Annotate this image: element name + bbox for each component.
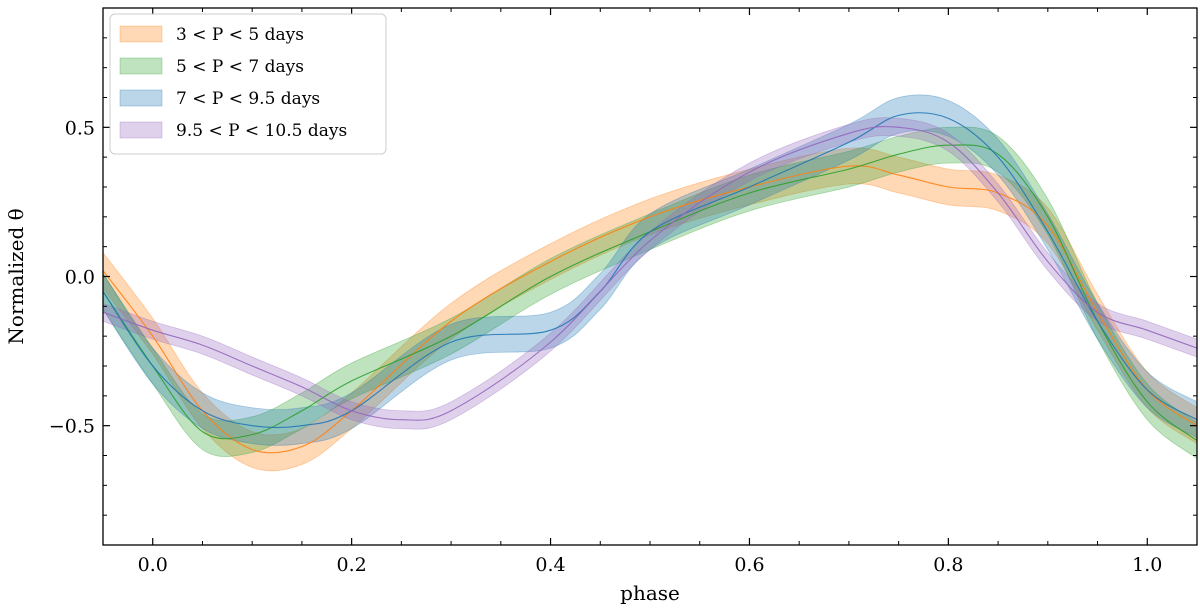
confidence-bands xyxy=(103,94,1197,472)
line-series-3 xyxy=(103,112,1197,429)
x-tick-label: 0.8 xyxy=(933,554,963,576)
band-series-2 xyxy=(103,126,1197,459)
y-tick-label: 0.0 xyxy=(65,267,95,289)
legend-swatch xyxy=(119,121,163,139)
x-axis-label: phase xyxy=(620,581,680,605)
x-tick-label: 0.2 xyxy=(337,554,367,576)
line-series-2 xyxy=(103,144,1197,442)
legend-swatch xyxy=(119,25,163,43)
series-lines xyxy=(103,112,1197,454)
band-series-4 xyxy=(103,117,1197,430)
legend-swatch xyxy=(119,57,163,75)
x-axis-ticks: 0.0 0.2 0.4 0.6 0.8 1.0 xyxy=(102,8,1198,576)
y-tick-label: −0.5 xyxy=(49,416,95,438)
band-series-3 xyxy=(103,94,1197,446)
legend-entry-label: 7 < P < 9.5 days xyxy=(176,89,320,109)
legend-swatch xyxy=(119,89,163,107)
x-tick-label: 1.0 xyxy=(1132,554,1162,576)
legend: 3 < P < 5 days 5 < P < 7 days 7 < P < 9.5 … xyxy=(109,13,387,155)
y-axis-label: Normalized θ xyxy=(4,208,28,344)
legend-entry-label: 9.5 < P < 10.5 days xyxy=(176,121,347,141)
y-axis-ticks: −0.5 0.0 0.5 xyxy=(49,37,1197,516)
band-series-1 xyxy=(103,147,1197,472)
x-tick-label: 0.0 xyxy=(138,554,168,576)
y-tick-label: 0.5 xyxy=(65,117,95,139)
line-series-1 xyxy=(103,165,1197,454)
legend-entry-label: 3 < P < 5 days xyxy=(176,25,304,45)
x-tick-label: 0.6 xyxy=(734,554,764,576)
legend-entry-label: 5 < P < 7 days xyxy=(176,57,304,77)
x-tick-label: 0.4 xyxy=(535,554,565,576)
line-series-4 xyxy=(103,126,1197,421)
legend-box xyxy=(109,13,387,155)
